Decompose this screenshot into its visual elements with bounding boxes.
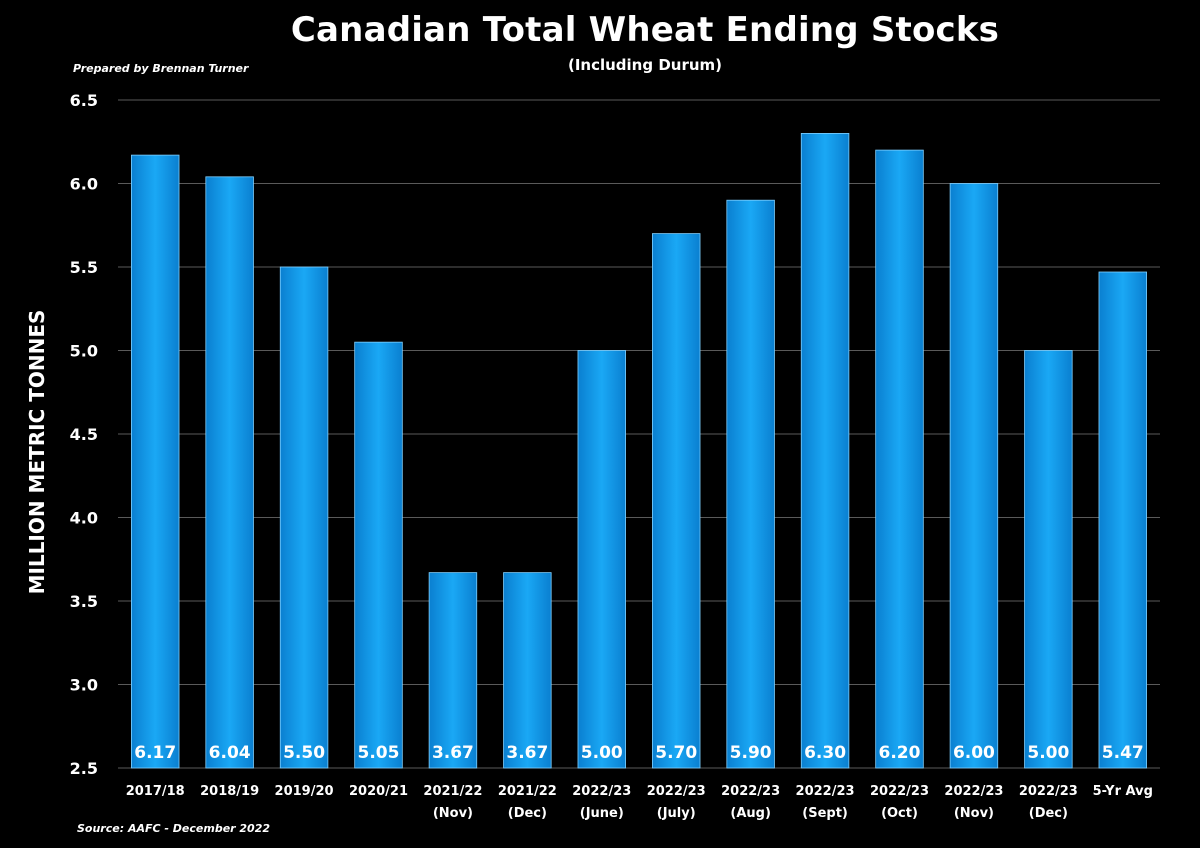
x-tick-label: 2018/19 bbox=[200, 784, 259, 799]
x-tick-label: (Dec) bbox=[508, 806, 547, 821]
x-tick-label: 2022/23 bbox=[796, 784, 855, 799]
chart-title: Canadian Total Wheat Ending Stocks bbox=[290, 10, 1000, 50]
data-label: 6.20 bbox=[879, 743, 921, 763]
x-tick-label: (July) bbox=[657, 806, 696, 821]
data-label: 5.50 bbox=[283, 743, 325, 763]
bar bbox=[800, 132, 850, 769]
x-tick-label: 2021/22 bbox=[498, 784, 557, 799]
bar bbox=[577, 350, 627, 769]
data-label: 6.17 bbox=[134, 743, 176, 763]
x-tick-label: (Sept) bbox=[802, 806, 848, 821]
y-tick-label: 4.5 bbox=[70, 425, 98, 444]
data-label: 5.00 bbox=[1027, 743, 1069, 763]
prepared-by-note: Prepared by Brennan Turner bbox=[73, 62, 249, 75]
data-label: 5.47 bbox=[1102, 743, 1144, 763]
y-tick-label: 5.5 bbox=[70, 258, 98, 277]
data-label: 6.30 bbox=[804, 743, 846, 763]
data-labels: 6.17 6.04 5.50 5.05 3.67 3.67 5.00 5.70 5.90 6.30… bbox=[134, 743, 1144, 763]
data-label: 3.67 bbox=[506, 743, 548, 763]
bar bbox=[354, 341, 403, 769]
data-label: 5.90 bbox=[730, 743, 772, 763]
bar bbox=[726, 199, 775, 769]
x-tick-label: 2021/22 bbox=[423, 784, 482, 799]
y-tick-label: 6.5 bbox=[70, 91, 98, 110]
x-axis-ticks: 2017/18 2018/19 2019/20 2020/21 2021/22 (Nov)… bbox=[126, 784, 1153, 821]
x-tick-label: 2020/21 bbox=[349, 784, 408, 799]
bar bbox=[1024, 350, 1073, 769]
bar bbox=[949, 183, 999, 769]
y-tick-label: 6.0 bbox=[70, 175, 98, 194]
data-label: 5.00 bbox=[581, 743, 623, 763]
data-label: 5.70 bbox=[655, 743, 697, 763]
x-tick-label: (Nov) bbox=[433, 806, 473, 821]
x-tick-label: 2022/23 bbox=[572, 784, 631, 799]
x-tick-label: 2022/23 bbox=[721, 784, 780, 799]
y-tick-label: 4.0 bbox=[70, 509, 98, 528]
bar bbox=[875, 149, 924, 769]
y-tick-label: 3.5 bbox=[70, 592, 98, 611]
bar bbox=[428, 572, 478, 769]
bar bbox=[503, 572, 552, 769]
y-tick-label: 2.5 bbox=[70, 759, 98, 778]
y-axis-ticks: 2.5 3.0 3.5 4.0 4.5 5.0 5.5 6.0 6.5 bbox=[70, 91, 98, 778]
x-tick-label: 2019/20 bbox=[275, 784, 334, 799]
x-tick-label: 2022/23 bbox=[944, 784, 1003, 799]
source-note: Source: AAFC - December 2022 bbox=[77, 822, 271, 835]
y-tick-label: 3.0 bbox=[70, 676, 98, 695]
bars bbox=[130, 132, 1148, 769]
bar bbox=[279, 266, 329, 769]
bar bbox=[130, 154, 180, 769]
y-tick-label: 5.0 bbox=[70, 342, 98, 361]
x-tick-label: 2022/23 bbox=[1019, 784, 1078, 799]
bar bbox=[651, 233, 701, 769]
x-tick-label: (Aug) bbox=[730, 806, 771, 821]
bar bbox=[205, 176, 254, 769]
x-tick-label: 2022/23 bbox=[647, 784, 706, 799]
data-label: 5.05 bbox=[358, 743, 400, 763]
data-label: 3.67 bbox=[432, 743, 474, 763]
x-tick-label: (Oct) bbox=[881, 806, 918, 821]
x-tick-label: (Dec) bbox=[1029, 806, 1068, 821]
data-label: 6.04 bbox=[209, 743, 251, 763]
x-tick-label: (June) bbox=[580, 806, 624, 821]
x-tick-label: 2017/18 bbox=[126, 784, 185, 799]
grid-lines bbox=[118, 99, 1160, 769]
x-tick-label: 2022/23 bbox=[870, 784, 929, 799]
chart-subtitle: (Including Durum) bbox=[567, 56, 723, 74]
x-tick-label: 5-Yr Avg bbox=[1093, 784, 1153, 799]
data-label: 6.00 bbox=[953, 743, 995, 763]
x-tick-label: (Nov) bbox=[954, 806, 994, 821]
bar bbox=[1098, 271, 1148, 769]
